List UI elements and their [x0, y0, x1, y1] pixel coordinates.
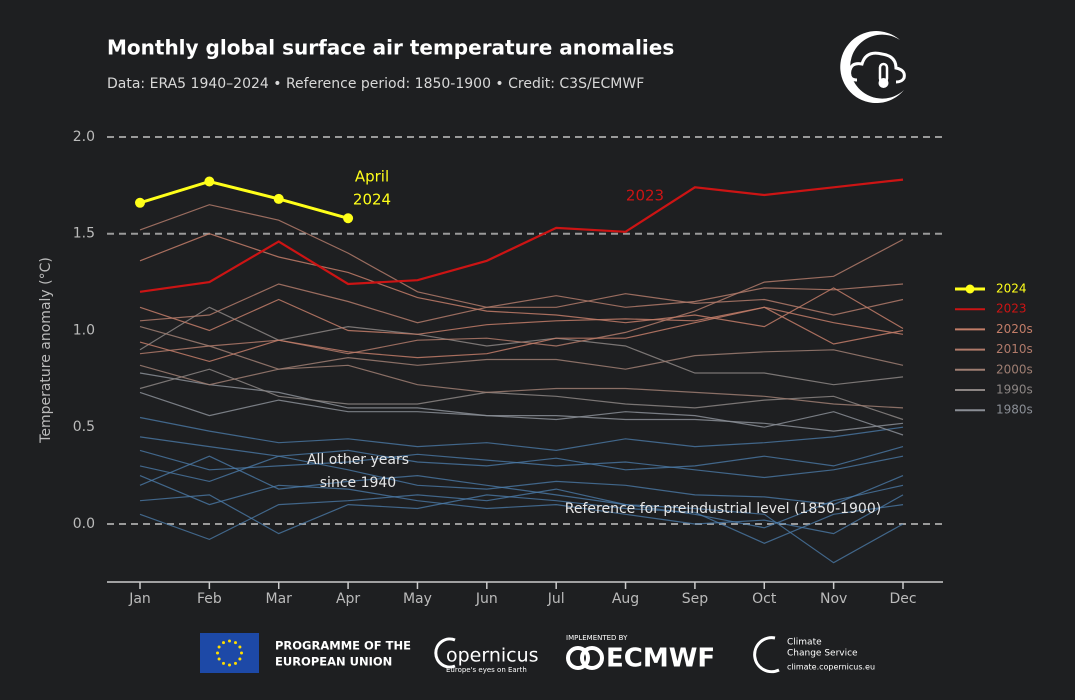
c3s-small-logo — [753, 636, 780, 674]
decade-line — [139, 306, 904, 363]
eu-star — [228, 639, 231, 643]
c3s-url: climate.copernicus.eu — [787, 663, 875, 672]
eu-flag — [200, 633, 259, 673]
background-line — [139, 416, 904, 452]
eu-star — [234, 641, 237, 645]
copernicus-logo: opernicus — [446, 645, 539, 667]
eu-star — [234, 661, 237, 665]
decade-line — [139, 326, 904, 409]
eu-star — [222, 661, 225, 665]
legend-label: 1980s — [996, 403, 1033, 417]
decade-line — [139, 283, 904, 324]
background-line — [139, 484, 904, 541]
x-tick-label: Jan — [128, 591, 151, 607]
decade-line — [139, 204, 904, 316]
annotation: 2023 — [626, 187, 664, 205]
legend-label: 2020s — [996, 322, 1033, 336]
chart-subtitle: Data: ERA5 1940–2024 • Reference period:… — [107, 76, 644, 92]
x-tick-label: Jul — [547, 591, 565, 607]
background-line — [139, 494, 904, 544]
decade-line — [139, 233, 904, 330]
legend-label: 2023 — [996, 302, 1027, 316]
eu-star — [228, 663, 231, 667]
annotation: since 1940 — [320, 475, 396, 491]
legend-label: 2010s — [996, 342, 1033, 356]
annotation: All other years — [307, 452, 409, 468]
eu-star — [238, 657, 242, 661]
decade-line — [139, 391, 904, 432]
decade-line — [139, 368, 904, 421]
copernicus-c — [434, 637, 456, 669]
eu-star — [222, 641, 225, 645]
eu-text: EUROPEAN UNION — [275, 655, 392, 669]
x-tick-label: Sep — [682, 591, 709, 607]
series-line — [139, 179, 349, 220]
x-tick-label: Feb — [197, 591, 222, 607]
decade-line — [139, 238, 904, 355]
implemented-by: IMPLEMENTED BY — [566, 634, 628, 642]
x-tick-label: Oct — [752, 591, 777, 607]
plot-area — [107, 136, 943, 564]
series-point — [204, 176, 215, 187]
x-tick-label: Apr — [336, 591, 360, 607]
decade-line — [139, 349, 904, 386]
ecmwf-symbol — [566, 646, 604, 670]
x-tick-label: Mar — [266, 591, 293, 607]
annotation: Reference for preindustrial level (1850-… — [565, 501, 881, 517]
legend-marker — [965, 284, 975, 294]
background-line — [139, 449, 904, 479]
x-tick-label: Dec — [889, 591, 916, 607]
background-line — [139, 475, 904, 535]
eu-star — [217, 645, 221, 649]
c3s-logo — [840, 31, 906, 104]
y-tick-label: 1.0 — [73, 322, 95, 338]
y-tick-label: 1.5 — [73, 226, 95, 242]
series-point — [343, 213, 354, 224]
chart-title: Monthly global surface air temperature a… — [107, 36, 674, 60]
x-tick-label: Jun — [475, 591, 498, 607]
eu-star — [217, 657, 221, 661]
eu-text: PROGRAMME OF THE — [275, 639, 411, 653]
copernicus-tagline: Europe's eyes on Earth — [446, 666, 527, 674]
c3s-text: Change Service — [787, 649, 858, 659]
x-tick-label: Aug — [612, 591, 639, 607]
series-point — [135, 197, 145, 208]
series-point — [273, 193, 284, 204]
footer: PROGRAMME OF THE EUROPEAN UNION opernicu… — [200, 633, 875, 674]
x-tick-label: May — [403, 591, 432, 607]
annotation: April — [355, 168, 389, 186]
x-tick-label: Nov — [820, 591, 847, 607]
eu-star — [238, 645, 242, 649]
eu-star — [240, 651, 243, 655]
series-line — [139, 178, 904, 293]
eu-star — [216, 651, 219, 655]
decade-line — [139, 298, 904, 345]
legend-label: 1990s — [996, 383, 1033, 397]
y-tick-label: 2.0 — [73, 129, 95, 145]
y-axis-label: Temperature anomaly (°C) — [38, 257, 54, 444]
legend-label: 2024 — [996, 282, 1027, 296]
eu-stars — [216, 639, 243, 667]
y-tick-label: 0.5 — [73, 419, 95, 435]
ecmwf-logo: ECMWF — [606, 644, 715, 674]
background-line — [139, 436, 904, 471]
c3s-text: Climate — [787, 638, 822, 648]
y-tick-label: 0.0 — [73, 516, 95, 532]
annotation: 2024 — [353, 191, 391, 209]
legend-label: 2000s — [996, 362, 1033, 376]
background-line — [139, 455, 904, 506]
